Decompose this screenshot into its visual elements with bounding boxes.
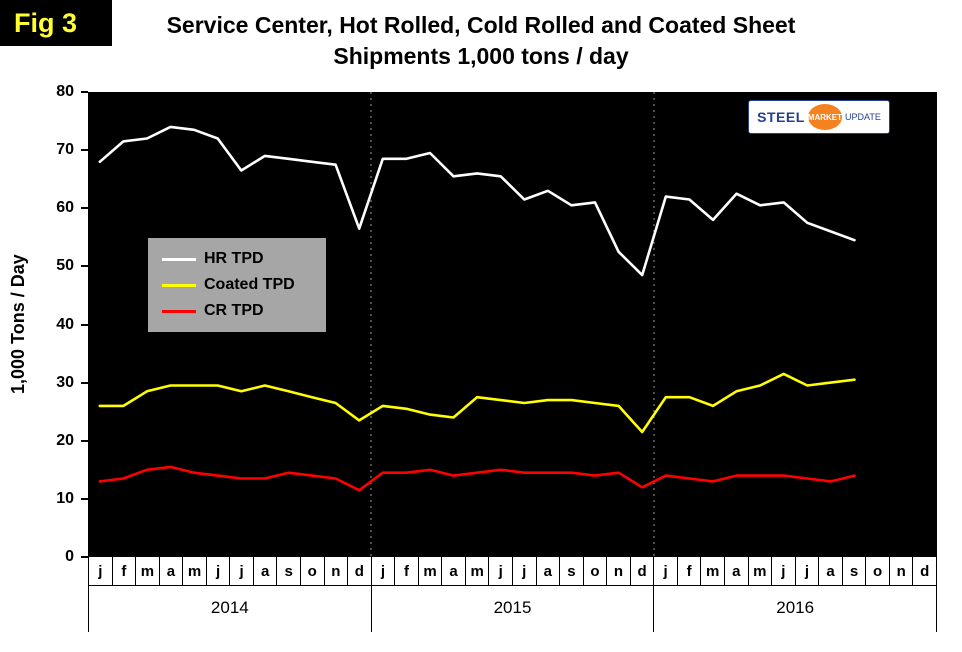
x-tick-month-label: j [654, 557, 678, 585]
legend-item: CR TPD [162, 299, 312, 323]
x-tick-month-label: n [890, 557, 914, 585]
legend-line-sample [162, 309, 196, 313]
smu-logo-update-text: UPDATE [845, 112, 881, 122]
x-axis-year-labels: 2014 2015 2016 [88, 586, 937, 632]
x-tick-month-label: o [584, 557, 608, 585]
chart-title-line2: Shipments 1,000 tons / day [333, 43, 629, 69]
y-tick-label: 30 [56, 373, 74, 391]
chart-title-line1: Service Center, Hot Rolled, Cold Rolled … [166, 12, 796, 38]
x-tick-month-label: n [607, 557, 631, 585]
x-tick-month-label: s [560, 557, 584, 585]
x-tick-month-label: s [277, 557, 301, 585]
legend-line-sample [162, 283, 196, 287]
y-tick-label: 10 [56, 489, 74, 507]
x-tick-month-label: a [725, 557, 749, 585]
y-tick-mark [81, 207, 88, 210]
y-tick-label: 80 [56, 83, 74, 100]
x-tick-month-label: d [631, 557, 655, 585]
x-tick-month-label: j [772, 557, 796, 585]
x-tick-month-label: m [749, 557, 773, 585]
y-tick-label: 50 [56, 257, 74, 275]
smu-logo-market-badge: MARKET [807, 104, 842, 130]
legend-label: CR TPD [204, 302, 264, 319]
legend-item: Coated TPD [162, 273, 312, 297]
smu-logo-steel-text: STEEL [757, 109, 805, 125]
y-tick-label: 0 [65, 548, 74, 565]
x-tick-month-label: j [89, 557, 113, 585]
y-axis-ticks: 0 10 20 30 40 50 60 70 80 [0, 83, 88, 565]
legend-label: HR TPD [204, 250, 264, 267]
x-tick-month-label: m [183, 557, 207, 585]
x-tick-month-label: m [419, 557, 443, 585]
x-tick-year-label: 2016 [654, 586, 937, 632]
legend-label: Coated TPD [204, 276, 295, 293]
x-tick-month-label: j [489, 557, 513, 585]
x-tick-month-label: a [537, 557, 561, 585]
x-tick-month-label: m [701, 557, 725, 585]
x-tick-month-label: f [113, 557, 137, 585]
x-tick-year-label: 2015 [372, 586, 655, 632]
x-tick-month-label: a [442, 557, 466, 585]
x-tick-month-label: n [325, 557, 349, 585]
y-tick-mark [81, 556, 88, 558]
x-tick-month-label: a [819, 557, 843, 585]
x-tick-month-label: j [372, 557, 396, 585]
y-tick-mark [81, 497, 88, 500]
figure-tag: Fig 3 [0, 0, 112, 46]
y-tick-mark [81, 323, 88, 326]
x-tick-month-label: a [160, 557, 184, 585]
x-tick-month-label: f [678, 557, 702, 585]
x-tick-year-label: 2014 [89, 586, 372, 632]
y-tick-mark [81, 265, 88, 268]
y-tick-mark [81, 149, 88, 152]
x-tick-month-label: m [136, 557, 160, 585]
smu-logo: STEEL MARKET UPDATE [748, 100, 890, 134]
series-line-cr-tpd [98, 465, 856, 492]
series-line-coated-tpd [98, 372, 856, 434]
y-tick-mark [81, 381, 88, 384]
legend-box: HR TPD Coated TPD CR TPD [148, 238, 326, 332]
chart-canvas [98, 92, 856, 557]
x-tick-month-label: j [230, 557, 254, 585]
x-tick-month-label: a [254, 557, 278, 585]
plot-area: HR TPD Coated TPD CR TPD STEEL MARKET UPDA… [88, 92, 937, 557]
x-tick-month-label: o [866, 557, 890, 585]
x-tick-month-label: d [913, 557, 937, 585]
legend-item: HR TPD [162, 247, 312, 271]
chart-title: Service Center, Hot Rolled, Cold Rolled … [0, 10, 962, 72]
x-tick-month-label: o [301, 557, 325, 585]
x-tick-month-label: f [395, 557, 419, 585]
x-tick-month-label: m [466, 557, 490, 585]
y-tick-label: 20 [56, 431, 74, 449]
legend-line-sample [162, 257, 196, 261]
x-tick-month-label: j [513, 557, 537, 585]
y-tick-label: 60 [56, 199, 74, 217]
x-tick-month-label: j [796, 557, 820, 585]
series-line-hr-tpd [98, 125, 856, 277]
x-tick-month-label: j [207, 557, 231, 585]
y-tick-mark [81, 439, 88, 442]
x-tick-month-label: d [348, 557, 372, 585]
y-tick-label: 40 [56, 315, 74, 333]
y-tick-label: 70 [56, 141, 74, 159]
x-tick-month-label: s [843, 557, 867, 585]
y-tick-mark [81, 91, 88, 93]
